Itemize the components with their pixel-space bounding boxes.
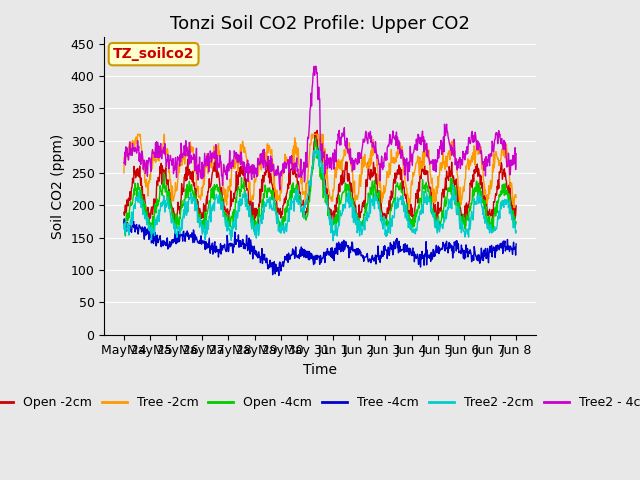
Text: TZ_soilco2: TZ_soilco2 — [113, 47, 195, 61]
Tree -2cm — [258, 158, 266, 164]
Line: Tree2 - 4cm: Tree2 - 4cm — [124, 66, 516, 190]
Open -2cm — [360, 202, 367, 207]
Open -4cm — [166, 198, 174, 204]
Tree -4cm — [273, 268, 280, 274]
Tree2 -2cm — [238, 202, 246, 207]
Open -4cm — [122, 233, 129, 239]
Tree2 - 4cm — [360, 139, 368, 145]
Y-axis label: Soil CO2 (ppm): Soil CO2 (ppm) — [51, 133, 65, 239]
Tree2 -2cm — [512, 228, 520, 234]
Open -2cm — [512, 203, 520, 209]
Tree -2cm — [360, 164, 367, 170]
Open -4cm — [312, 135, 319, 141]
Open -4cm — [120, 218, 128, 224]
Tree -4cm — [120, 220, 128, 226]
Tree2 - 4cm — [258, 156, 266, 162]
Line: Tree2 -2cm: Tree2 -2cm — [124, 146, 516, 241]
Tree -2cm — [120, 170, 128, 176]
Open -2cm — [166, 192, 173, 198]
Tree -4cm — [382, 248, 390, 253]
Tree2 - 4cm — [238, 161, 246, 167]
Line: Tree -2cm: Tree -2cm — [124, 134, 516, 209]
Tree2 -2cm — [120, 226, 128, 232]
Tree -4cm — [360, 254, 368, 260]
Tree2 -2cm — [166, 208, 173, 214]
Line: Open -4cm: Open -4cm — [124, 138, 516, 236]
X-axis label: Time: Time — [303, 363, 337, 377]
Tree -2cm — [239, 138, 246, 144]
Tree -4cm — [239, 237, 246, 242]
Tree2 - 4cm — [120, 160, 128, 166]
Tree2 - 4cm — [276, 187, 284, 193]
Open -2cm — [382, 213, 390, 219]
Open -4cm — [239, 184, 246, 190]
Tree2 -2cm — [258, 219, 266, 225]
Tree2 - 4cm — [310, 63, 318, 69]
Tree2 -2cm — [360, 220, 368, 226]
Title: Tonzi Soil CO2 Profile: Upper CO2: Tonzi Soil CO2 Profile: Upper CO2 — [170, 15, 470, 33]
Tree -2cm — [405, 206, 413, 212]
Tree2 - 4cm — [382, 152, 390, 157]
Tree2 -2cm — [273, 214, 280, 219]
Open -4cm — [273, 209, 280, 215]
Tree2 -2cm — [329, 238, 337, 244]
Open -2cm — [461, 223, 469, 229]
Tree2 - 4cm — [166, 157, 173, 163]
Tree -4cm — [512, 241, 520, 247]
Open -4cm — [512, 219, 520, 225]
Tree2 -2cm — [382, 234, 390, 240]
Tree -4cm — [120, 216, 128, 222]
Open -2cm — [258, 186, 266, 192]
Tree -2cm — [382, 183, 390, 189]
Open -2cm — [238, 166, 246, 172]
Open -2cm — [273, 197, 280, 203]
Tree -2cm — [166, 177, 174, 182]
Tree -4cm — [258, 246, 266, 252]
Line: Open -2cm: Open -2cm — [124, 131, 516, 226]
Tree -2cm — [134, 132, 141, 137]
Tree2 -2cm — [316, 144, 324, 149]
Open -4cm — [360, 211, 368, 217]
Line: Tree -4cm: Tree -4cm — [124, 219, 516, 276]
Legend: Open -2cm, Tree -2cm, Open -4cm, Tree -4cm, Tree2 -2cm, Tree2 - 4cm: Open -2cm, Tree -2cm, Open -4cm, Tree -4… — [0, 391, 640, 414]
Tree2 - 4cm — [273, 167, 280, 173]
Open -4cm — [258, 200, 266, 206]
Open -4cm — [382, 220, 390, 226]
Tree2 - 4cm — [512, 151, 520, 156]
Tree -2cm — [273, 187, 280, 193]
Open -2cm — [120, 209, 128, 215]
Tree -4cm — [166, 244, 174, 250]
Tree -2cm — [512, 194, 520, 200]
Open -2cm — [314, 128, 321, 133]
Tree -4cm — [275, 273, 283, 278]
